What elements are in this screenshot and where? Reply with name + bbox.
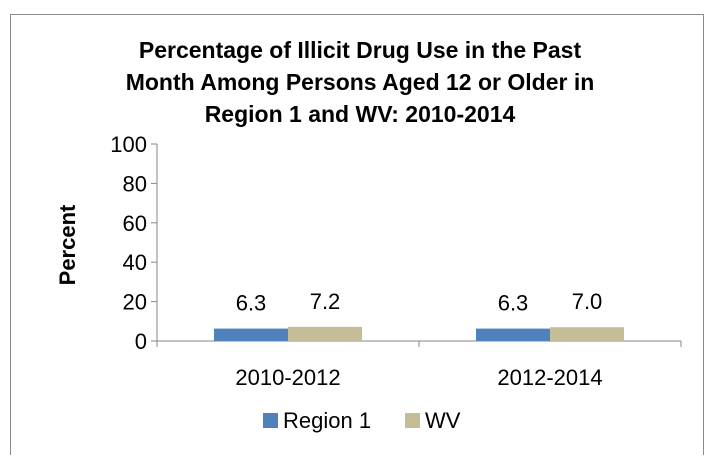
- data-label: 7.2: [310, 289, 341, 314]
- chart-title: Percentage of Illicit Drug Use in the Pa…: [126, 37, 595, 127]
- y-tick-label: 0: [135, 329, 147, 354]
- data-labels: 6.3 7.2 6.3 7.0: [236, 289, 603, 316]
- data-label: 7.0: [572, 289, 603, 314]
- legend-label: WV: [425, 408, 461, 433]
- chart-title-line: Month Among Persons Aged 12 or Older in: [126, 69, 595, 95]
- bar-wv: [550, 327, 624, 341]
- legend-swatch: [263, 413, 278, 428]
- y-tick-label: 80: [123, 171, 147, 196]
- y-tick-label: 40: [123, 250, 147, 275]
- axes: [151, 143, 682, 347]
- y-tick-labels: 0 20 40 60 80 100: [110, 132, 147, 354]
- legend-swatch: [405, 413, 420, 428]
- y-tick-label: 20: [123, 290, 147, 315]
- legend: Region 1 WV: [263, 408, 461, 433]
- x-tick-labels: 2010-2012 2012-2014: [235, 365, 602, 390]
- chart-title-line: Region 1 and WV: 2010-2014: [205, 101, 516, 127]
- bar-wv: [288, 326, 362, 341]
- y-tick-label: 100: [110, 132, 147, 157]
- data-label: 6.3: [498, 291, 529, 316]
- x-tick-label: 2012-2014: [497, 365, 602, 390]
- bar-region-1: [476, 328, 550, 341]
- legend-label: Region 1: [283, 408, 371, 433]
- chart-title-line: Percentage of Illicit Drug Use in the Pa…: [139, 37, 582, 63]
- data-label: 6.3: [236, 291, 267, 316]
- y-axis-label: Percent: [55, 204, 80, 285]
- chart-frame: Percentage of Illicit Drug Use in the Pa…: [10, 14, 704, 455]
- bar-region-1: [214, 328, 288, 341]
- bars: [214, 326, 624, 341]
- y-tick-label: 60: [123, 211, 147, 236]
- bar-chart: Percentage of Illicit Drug Use in the Pa…: [55, 37, 682, 433]
- x-tick-label: 2010-2012: [235, 365, 340, 390]
